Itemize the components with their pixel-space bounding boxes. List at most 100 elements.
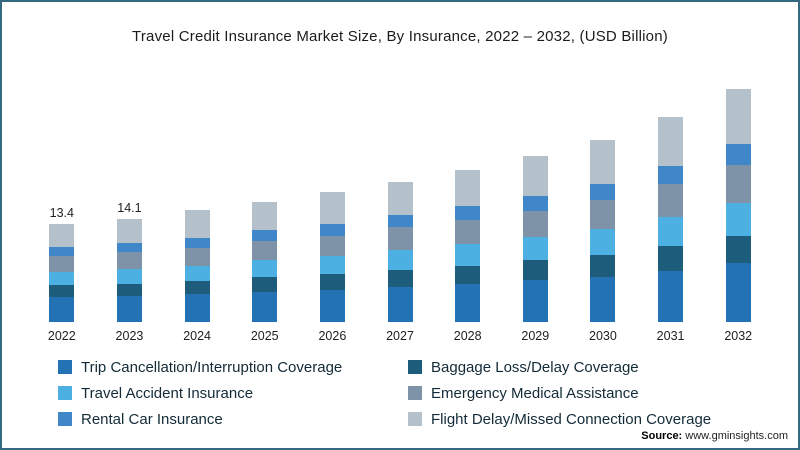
bar-segment bbox=[725, 165, 751, 203]
bar-segment bbox=[658, 217, 684, 246]
bar-segment bbox=[387, 286, 413, 322]
legend-item: Baggage Loss/Delay Coverage bbox=[408, 357, 758, 377]
bar-segment bbox=[116, 218, 142, 243]
x-tick-label: 2024 bbox=[183, 329, 211, 343]
bar-segment bbox=[658, 116, 684, 166]
bar-segment bbox=[455, 170, 481, 207]
bar-stack-2022 bbox=[49, 223, 75, 322]
bar-segment bbox=[725, 202, 751, 236]
bar-segment bbox=[590, 183, 616, 200]
bar-stack-2026 bbox=[319, 192, 345, 322]
bar-stack-2027 bbox=[387, 181, 413, 322]
bar-segment bbox=[184, 209, 210, 238]
bar-column bbox=[231, 67, 299, 322]
bar-segment bbox=[49, 285, 75, 298]
bar-segment bbox=[116, 242, 142, 253]
bar-stack-2025 bbox=[252, 201, 278, 322]
bar-column bbox=[569, 67, 637, 322]
bar-stack-2029 bbox=[522, 156, 548, 322]
bar-segment bbox=[522, 195, 548, 211]
bar-segment bbox=[319, 223, 345, 236]
bar-segment bbox=[252, 241, 278, 261]
bar-column bbox=[366, 67, 434, 322]
legend-label: Baggage Loss/Delay Coverage bbox=[431, 358, 639, 376]
legend-label: Travel Accident Insurance bbox=[81, 384, 254, 402]
bar-segment bbox=[49, 271, 75, 286]
bar-stack-2023 bbox=[116, 218, 142, 322]
bar-stack-2032 bbox=[725, 89, 751, 322]
bar-stack-2030 bbox=[590, 140, 616, 322]
bar-column bbox=[299, 67, 367, 322]
bar-stack-2028 bbox=[455, 170, 481, 322]
bar-segment bbox=[658, 184, 684, 218]
x-tick-label: 2027 bbox=[386, 329, 414, 343]
legend-swatch bbox=[58, 360, 72, 374]
x-tick-label: 2025 bbox=[250, 329, 279, 343]
bar-segment bbox=[49, 256, 75, 272]
x-tick-label: 2030 bbox=[589, 329, 617, 343]
bar-segment bbox=[522, 210, 548, 238]
bar-value-label: 14.1 bbox=[117, 200, 142, 215]
x-tick-label: 2023 bbox=[115, 329, 144, 343]
bar-segment bbox=[455, 206, 481, 221]
x-tick-label: 2032 bbox=[724, 329, 753, 343]
bar-segment bbox=[590, 254, 616, 277]
bar-segment bbox=[116, 252, 142, 270]
bar-segment bbox=[590, 140, 616, 184]
bar-stack-2024 bbox=[184, 209, 210, 322]
legend-item: Emergency Medical Assistance bbox=[408, 383, 758, 403]
legend-item: Flight Delay/Missed Connection Coverage bbox=[408, 409, 758, 429]
bar-segment bbox=[455, 283, 481, 322]
bar-segment bbox=[116, 283, 142, 297]
bar-segment bbox=[319, 289, 345, 322]
bar-segment bbox=[252, 201, 278, 231]
x-tick-label: 2029 bbox=[521, 329, 550, 343]
bar-segment bbox=[725, 144, 751, 166]
x-axis-labels: 2022 2023 2024 2025 2026 2027 2028 2029 2030 2031… bbox=[28, 329, 772, 343]
bar-segment bbox=[252, 230, 278, 242]
bar-segment bbox=[658, 245, 684, 271]
bar-segment bbox=[184, 294, 210, 322]
bar-segment bbox=[184, 237, 210, 249]
bar-segment bbox=[184, 281, 210, 295]
chart-title: Travel Credit Insurance Market Size, By … bbox=[132, 28, 668, 45]
bar-segment bbox=[658, 270, 684, 322]
x-tick-label: 2028 bbox=[453, 329, 482, 343]
bar-segment bbox=[252, 260, 278, 278]
bar-segment bbox=[252, 277, 278, 292]
bar-segment bbox=[319, 256, 345, 275]
bar-value-label: 13.4 bbox=[49, 205, 74, 220]
bar-segment bbox=[49, 223, 75, 248]
legend-swatch bbox=[58, 386, 72, 400]
bar-column bbox=[163, 67, 231, 322]
bar-segment bbox=[522, 280, 548, 322]
legend-swatch bbox=[408, 412, 422, 426]
bar-column bbox=[637, 67, 705, 322]
bar-column bbox=[434, 67, 502, 322]
bar-column bbox=[704, 67, 772, 322]
bar-segment bbox=[725, 235, 751, 264]
bar-segment bbox=[116, 269, 142, 284]
bar-column bbox=[501, 67, 569, 322]
bar-segment bbox=[455, 265, 481, 284]
bar-segment bbox=[725, 263, 751, 322]
bar-stack-2031 bbox=[658, 116, 684, 322]
x-tick-label: 2022 bbox=[47, 329, 76, 343]
bar-segment bbox=[387, 227, 413, 251]
bar-segment bbox=[116, 296, 142, 322]
bar-segment bbox=[319, 192, 345, 224]
legend-label: Trip Cancellation/Interruption Coverage bbox=[81, 358, 343, 376]
bar-segment bbox=[49, 247, 75, 257]
bar-segment bbox=[522, 237, 548, 261]
x-tick-label: 2026 bbox=[318, 329, 347, 343]
bar-segment bbox=[184, 265, 210, 282]
bar-segment bbox=[590, 276, 616, 322]
bar-segment bbox=[455, 244, 481, 266]
legend-label: Rental Car Insurance bbox=[81, 410, 223, 428]
legend-label: Emergency Medical Assistance bbox=[431, 384, 639, 402]
plot-area: 13.4 14.1 bbox=[28, 67, 772, 322]
bar-segment bbox=[387, 214, 413, 228]
bar-segment bbox=[387, 269, 413, 287]
bar-column: 13.4 bbox=[28, 67, 96, 322]
legend: Trip Cancellation/Interruption Coverage B… bbox=[58, 357, 758, 429]
